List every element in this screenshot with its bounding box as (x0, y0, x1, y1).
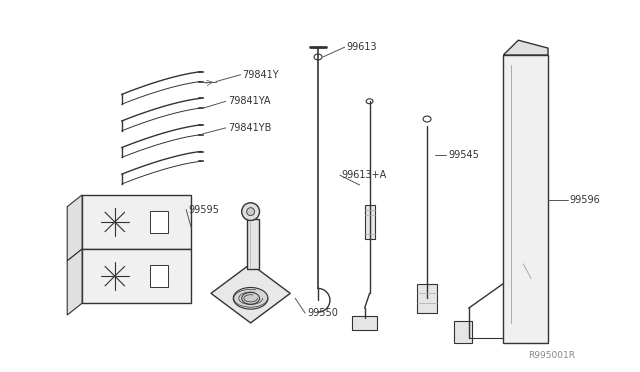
Bar (417, 283, 437, 313)
Text: 79841Y: 79841Y (243, 70, 279, 80)
Text: 99595: 99595 (188, 205, 219, 215)
Bar (352, 316, 378, 330)
Ellipse shape (314, 54, 322, 60)
Ellipse shape (423, 116, 431, 122)
Ellipse shape (242, 292, 260, 304)
Text: 99613+A: 99613+A (342, 170, 387, 180)
Bar (365, 205, 374, 239)
Ellipse shape (233, 288, 268, 309)
Polygon shape (67, 195, 82, 261)
Circle shape (246, 208, 255, 215)
Bar (82, 249, 191, 303)
Text: 99613: 99613 (347, 42, 378, 52)
Polygon shape (211, 264, 291, 323)
Polygon shape (504, 40, 548, 55)
Text: 99545: 99545 (448, 150, 479, 160)
Text: 79841YB: 79841YB (228, 123, 271, 133)
Bar (454, 321, 472, 343)
Text: 99550: 99550 (307, 308, 338, 318)
Bar (246, 219, 259, 269)
Bar (150, 265, 168, 287)
Ellipse shape (366, 99, 373, 104)
Circle shape (242, 203, 260, 221)
Text: 79841YA: 79841YA (228, 96, 270, 106)
Bar (82, 195, 191, 249)
Bar (504, 55, 548, 343)
Text: R995001R: R995001R (528, 351, 575, 360)
Text: 99596: 99596 (570, 195, 600, 205)
Bar (150, 211, 168, 233)
Polygon shape (67, 249, 82, 315)
